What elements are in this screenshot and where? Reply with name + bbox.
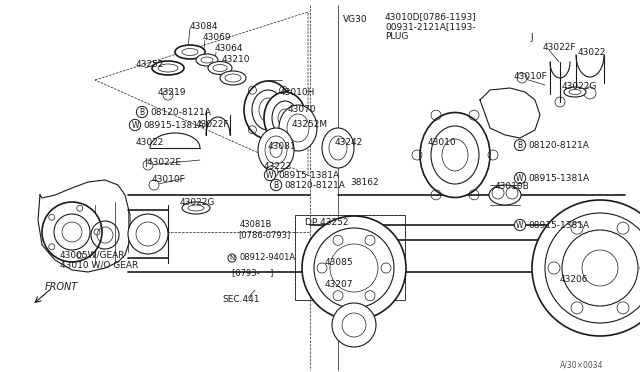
Text: 08915-1381A: 08915-1381A <box>278 170 339 180</box>
Ellipse shape <box>220 71 246 85</box>
Text: 43252: 43252 <box>136 60 164 69</box>
Ellipse shape <box>420 112 490 198</box>
Ellipse shape <box>196 54 218 66</box>
Circle shape <box>163 90 173 100</box>
Text: SEC.441: SEC.441 <box>222 295 259 304</box>
Text: 43206: 43206 <box>560 275 589 284</box>
Text: 43207: 43207 <box>325 280 353 289</box>
Text: W: W <box>131 121 139 129</box>
Text: 43005W/GEAR: 43005W/GEAR <box>60 250 125 259</box>
Text: 43022: 43022 <box>578 48 606 57</box>
Text: 43010: 43010 <box>428 138 456 147</box>
Text: 43010F: 43010F <box>514 72 548 81</box>
Ellipse shape <box>322 128 354 168</box>
Text: 43022: 43022 <box>136 138 164 147</box>
Text: DP 43252: DP 43252 <box>305 218 349 227</box>
Text: 08120-8121A: 08120-8121A <box>528 141 589 150</box>
Text: 08120-8121A: 08120-8121A <box>284 180 345 189</box>
Text: N: N <box>229 255 235 261</box>
Polygon shape <box>38 180 130 272</box>
Text: 43022G: 43022G <box>562 82 597 91</box>
Ellipse shape <box>182 202 210 214</box>
Text: VG30: VG30 <box>343 15 367 24</box>
Text: FRONT: FRONT <box>45 282 78 292</box>
Text: |43022E: |43022E <box>145 158 182 167</box>
Text: 38162: 38162 <box>350 178 379 187</box>
Text: W: W <box>516 221 524 230</box>
Text: 43219: 43219 <box>158 88 186 97</box>
Ellipse shape <box>564 87 586 97</box>
Text: W: W <box>516 173 524 183</box>
Circle shape <box>332 303 376 347</box>
Circle shape <box>532 200 640 336</box>
Text: B: B <box>517 141 523 150</box>
Ellipse shape <box>244 81 292 139</box>
Text: 43010 W/O GEAR: 43010 W/O GEAR <box>60 260 138 269</box>
Text: B: B <box>140 108 145 116</box>
Ellipse shape <box>264 92 306 144</box>
Text: B: B <box>273 180 278 189</box>
Circle shape <box>302 216 406 320</box>
Text: 43084: 43084 <box>190 22 218 31</box>
Text: A/30×0034: A/30×0034 <box>560 360 604 369</box>
Circle shape <box>42 202 102 262</box>
Text: 43010D[0786-1193]: 43010D[0786-1193] <box>385 12 477 21</box>
Text: 00931-2121A[1193-: 00931-2121A[1193- <box>385 22 476 31</box>
Text: 08915-1381A: 08915-1381A <box>528 173 589 183</box>
Ellipse shape <box>279 105 317 151</box>
Text: 43022G: 43022G <box>180 198 216 207</box>
Text: 43070: 43070 <box>288 105 317 114</box>
Ellipse shape <box>208 61 232 74</box>
Text: 08915-1381A: 08915-1381A <box>143 121 204 129</box>
Ellipse shape <box>175 45 205 59</box>
Text: 43064: 43064 <box>215 44 243 53</box>
Text: 43085: 43085 <box>325 258 354 267</box>
Text: 08912-9401A: 08912-9401A <box>240 253 296 263</box>
Text: 43252M: 43252M <box>292 120 328 129</box>
Text: 43010H: 43010H <box>280 88 316 97</box>
Circle shape <box>149 180 159 190</box>
Bar <box>295 215 405 300</box>
Text: 43022F: 43022F <box>196 120 230 129</box>
Text: [0793-    ]: [0793- ] <box>232 268 273 277</box>
Ellipse shape <box>258 128 294 172</box>
Text: W: W <box>266 170 274 180</box>
Text: J: J <box>530 33 532 42</box>
Text: 43010B: 43010B <box>495 182 530 191</box>
Circle shape <box>517 73 527 83</box>
Text: 43069: 43069 <box>203 33 232 42</box>
Circle shape <box>143 160 153 170</box>
Text: 08120-8121A: 08120-8121A <box>150 108 211 116</box>
Text: PLUG: PLUG <box>385 32 408 41</box>
Text: 43081: 43081 <box>268 142 296 151</box>
Ellipse shape <box>489 185 521 205</box>
Circle shape <box>266 166 278 178</box>
Text: 43010F: 43010F <box>152 175 186 184</box>
Circle shape <box>128 214 168 254</box>
Text: 43242: 43242 <box>335 138 364 147</box>
Text: 43222: 43222 <box>264 162 292 171</box>
Text: 08915-1381A: 08915-1381A <box>528 221 589 230</box>
Text: [0786-0793]: [0786-0793] <box>238 230 291 239</box>
Text: 43022F: 43022F <box>543 43 577 52</box>
Text: 43210: 43210 <box>222 55 250 64</box>
Text: 43081B: 43081B <box>240 220 273 229</box>
Polygon shape <box>480 88 540 138</box>
Ellipse shape <box>152 61 184 75</box>
